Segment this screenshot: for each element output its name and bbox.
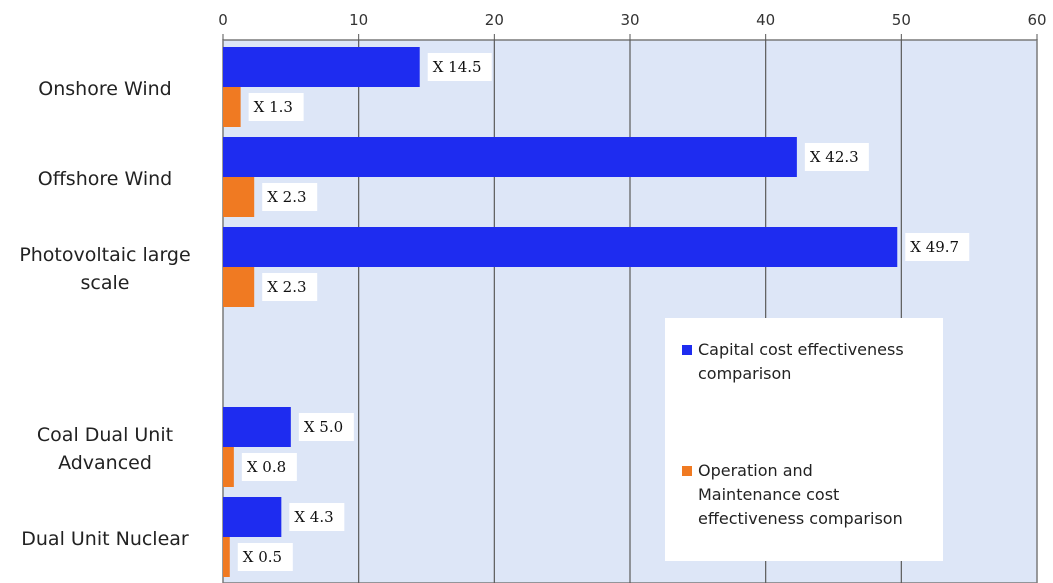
data-label: X 5.0 <box>304 418 343 436</box>
bar <box>223 497 282 537</box>
x-tick-label: 50 <box>892 11 911 29</box>
x-tick-label: 40 <box>756 11 775 29</box>
bar <box>223 47 420 87</box>
category-label: Onshore Wind <box>38 78 171 100</box>
bar <box>223 537 230 577</box>
category-label: Coal Dual Unit <box>37 424 173 446</box>
data-label: X 4.3 <box>294 508 333 526</box>
bar <box>223 87 241 127</box>
bar <box>223 137 797 177</box>
data-label: X 42.3 <box>810 148 859 166</box>
data-label: X 2.3 <box>267 278 306 296</box>
data-label-box <box>289 503 345 531</box>
x-tick-label: 30 <box>620 11 639 29</box>
category-label: Advanced <box>58 452 152 474</box>
bar <box>223 407 291 447</box>
category-label: Offshore Wind <box>38 168 172 190</box>
category-label: scale <box>81 272 130 294</box>
bar <box>223 447 234 487</box>
data-label-box <box>262 183 318 211</box>
bar <box>223 267 255 307</box>
category-label: Dual Unit Nuclear <box>21 528 189 550</box>
data-label: X 49.7 <box>910 238 959 256</box>
legend-swatch <box>682 466 692 476</box>
data-label-box <box>905 233 970 261</box>
legend-swatch <box>682 345 692 355</box>
data-label-box <box>237 543 293 571</box>
legend-label: Maintenance cost <box>698 485 839 504</box>
legend-label: effectiveness comparison <box>698 509 903 528</box>
data-label: X 2.3 <box>267 188 306 206</box>
x-tick-label: 60 <box>1027 11 1046 29</box>
x-tick-label: 10 <box>349 11 368 29</box>
x-tick-label: 20 <box>485 11 504 29</box>
bar <box>223 177 255 217</box>
category-label: Photovoltaic large <box>19 244 190 266</box>
data-label-box <box>427 53 492 81</box>
data-label-box <box>804 143 869 171</box>
data-label: X 14.5 <box>433 58 482 76</box>
legend-label: Capital cost effectiveness <box>698 340 904 359</box>
bar <box>223 227 898 267</box>
legend-label: comparison <box>698 364 791 383</box>
data-label: X 1.3 <box>254 98 293 116</box>
legend-box <box>665 318 943 561</box>
x-tick-label: 0 <box>218 11 228 29</box>
data-label-box <box>298 413 354 441</box>
data-label-box <box>248 93 304 121</box>
data-label-box <box>262 273 318 301</box>
legend-label: Operation and <box>698 461 813 480</box>
data-label: X 0.5 <box>243 548 282 566</box>
data-label-box <box>241 453 297 481</box>
data-label: X 0.8 <box>247 458 286 476</box>
